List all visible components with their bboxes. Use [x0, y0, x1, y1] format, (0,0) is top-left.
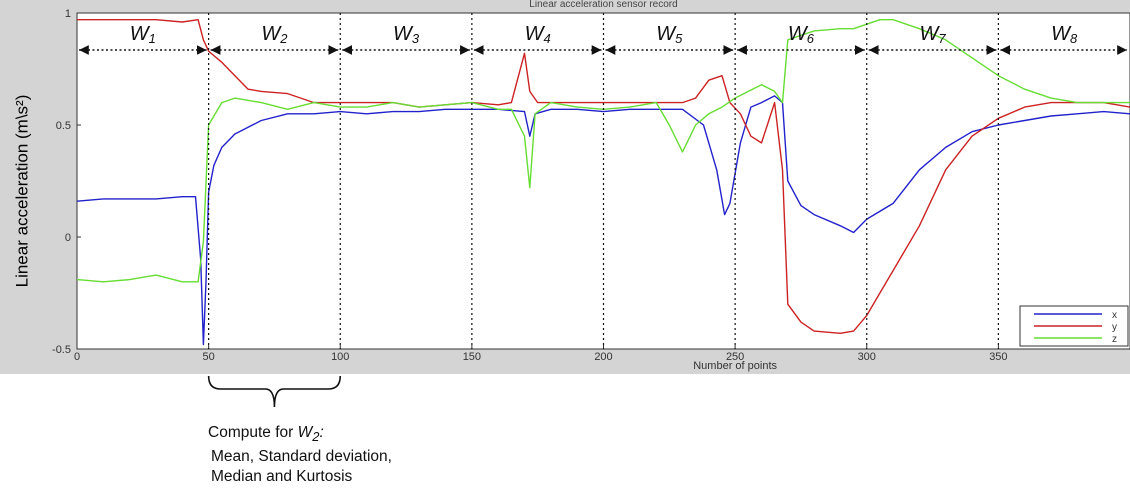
x-tick-label: 350 — [989, 351, 1007, 363]
window-label: W1 — [130, 23, 156, 46]
annotation-line-3: Median and Kurtosis — [211, 468, 353, 486]
x-tick-label: 0 — [74, 351, 80, 363]
annotation-line-1: Compute for W2: — [208, 423, 392, 447]
annotation-line-2: Mean, Standard deviation, — [211, 448, 392, 466]
x-tick-label: 200 — [594, 351, 612, 363]
y-tick-label: -0.5 — [52, 344, 71, 356]
curly-brace — [207, 375, 342, 408]
x-axis-label: Number of points — [693, 360, 777, 372]
y-tick-label: 0.5 — [56, 120, 71, 132]
y-tick-label: 1 — [65, 8, 71, 20]
series-lines — [76, 19, 1130, 346]
legend: xyz — [1019, 305, 1129, 347]
axis-ticks: 0 50 100 150 200 250 300 350-0.500.51 — [52, 8, 1008, 363]
x-tick-label: 50 — [203, 351, 215, 363]
window-label: W5 — [656, 23, 683, 46]
window-label: W6 — [788, 23, 815, 46]
window-markers: W1 W2 W3 W4 W5 W6 W7 W8 — [79, 13, 1127, 349]
annotation-text: Compute for W2: Mean, Standard deviation… — [208, 423, 392, 487]
x-tick-label: 250 — [726, 351, 744, 363]
x-tick-label: 150 — [463, 351, 481, 363]
series-z-line — [76, 19, 1130, 283]
window-label: W2 — [261, 23, 288, 46]
window-label: W3 — [393, 23, 420, 46]
annotation-window-letter: W — [297, 424, 313, 441]
line-chart: Linear acceleration sensor record 0 50 100… — [52, 0, 1130, 408]
annotation-prefix: Compute for — [208, 424, 298, 441]
annotation-suffix: : — [319, 424, 324, 441]
window-label: W4 — [525, 23, 551, 46]
annotation-window: W2: — [297, 424, 324, 445]
y-tick-label: 0 — [65, 232, 71, 244]
series-y-line — [77, 19, 1130, 334]
chart-title: Linear acceleration sensor record — [529, 0, 677, 10]
series-x-line — [76, 95, 1130, 346]
window-label: W7 — [920, 23, 947, 46]
annotation-window-sub: 2 — [312, 429, 320, 445]
legend-label: y — [1112, 322, 1117, 333]
x-tick-label: 100 — [331, 351, 349, 363]
legend-label: z — [1112, 334, 1117, 345]
legend-label: x — [1112, 310, 1117, 321]
x-tick-label: 300 — [858, 351, 876, 363]
window-label: W8 — [1051, 23, 1078, 46]
